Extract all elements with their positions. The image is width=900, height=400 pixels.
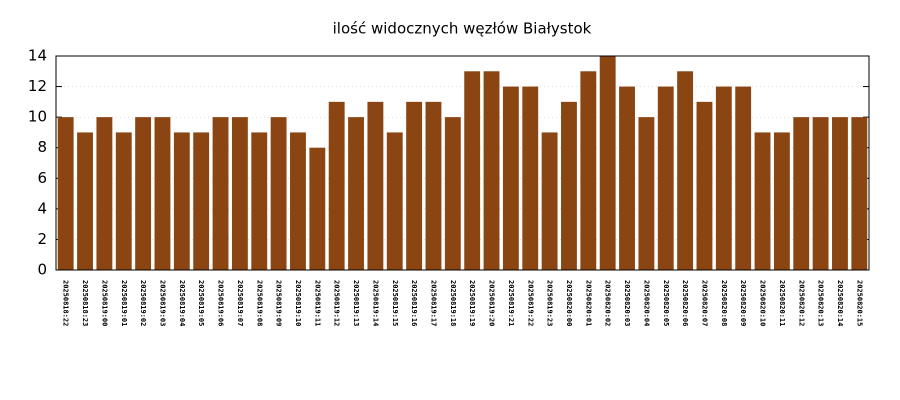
- bar: [599, 56, 616, 270]
- bar: [290, 132, 306, 270]
- bar: [773, 132, 790, 270]
- bar: [328, 101, 345, 270]
- x-tick-label: 20250819:05: [197, 280, 205, 326]
- y-tick-label: 12: [28, 77, 47, 95]
- y-tick-label: 14: [28, 47, 47, 65]
- bar: [251, 132, 268, 270]
- x-tick-label: 20250819:16: [410, 280, 418, 326]
- x-tick-label: 20250818:23: [81, 280, 89, 326]
- y-tick-label: 10: [28, 108, 47, 126]
- x-tick-label: 20250820:06: [681, 280, 689, 326]
- plot-border: [55, 55, 870, 271]
- bar: [425, 101, 442, 270]
- x-tick-label: 20250820:03: [623, 280, 631, 326]
- bar: [832, 117, 848, 271]
- x-tick-label: 20250820:14: [836, 280, 844, 326]
- bar: [135, 117, 152, 271]
- bar: [483, 71, 500, 271]
- bar: [193, 132, 210, 270]
- x-tick-label: 20250819:13: [352, 280, 360, 326]
- y-tick-label: 4: [37, 199, 47, 217]
- bar: [386, 132, 403, 270]
- bar: [580, 71, 597, 271]
- bar: [231, 117, 248, 271]
- bar: [715, 86, 732, 270]
- x-tick-label: 20250819:12: [333, 280, 341, 326]
- bar: [619, 86, 635, 270]
- x-tick-label: 20250819:03: [158, 280, 166, 326]
- bar: [212, 117, 229, 271]
- bar: [677, 71, 694, 271]
- bar: [173, 132, 190, 270]
- bar: [115, 132, 132, 270]
- x-tick-label: 20250820:15: [855, 280, 863, 326]
- x-tick-label: 20250820:11: [778, 280, 786, 326]
- bar: [464, 71, 481, 271]
- x-tick-label: 20250818:22: [62, 280, 70, 326]
- x-tick-label: 20250820:01: [584, 280, 592, 326]
- bar: [57, 117, 74, 271]
- x-tick-label: 20250819:20: [488, 280, 496, 326]
- bar: [348, 117, 364, 271]
- bar: [735, 86, 752, 270]
- x-tick-label: 20250819:01: [120, 280, 128, 326]
- bar: [541, 132, 558, 270]
- x-tick-label: 20250820:08: [720, 280, 728, 326]
- x-tick-label: 20250819:04: [178, 280, 186, 326]
- x-tick-label: 20250819:11: [313, 280, 321, 326]
- y-tick-label: 8: [37, 138, 47, 156]
- y-tick-label: 0: [37, 261, 47, 279]
- x-tick-label: 20250819:17: [429, 280, 437, 326]
- bar: [502, 86, 519, 270]
- bar: [638, 117, 655, 271]
- chart-title: ilość widocznych węzłów Białystok: [333, 20, 592, 38]
- y-tick-label: 6: [37, 169, 47, 187]
- x-tick-label: 20250820:07: [700, 280, 708, 326]
- x-tick-label: 20250819:02: [139, 280, 147, 326]
- bar: [793, 117, 810, 271]
- x-tick-label: 20250820:13: [817, 280, 825, 326]
- x-tick-label: 20250819:19: [468, 280, 476, 326]
- x-tick-label: 20250819:06: [217, 280, 225, 326]
- x-tick-label: 20250819:23: [546, 280, 554, 326]
- bar: [561, 101, 577, 270]
- bar: [96, 117, 113, 271]
- bar: [270, 117, 287, 271]
- bar: [812, 117, 829, 271]
- bar: [657, 86, 674, 270]
- bar: [406, 101, 423, 270]
- x-tick-label: 20250820:12: [797, 280, 805, 326]
- x-tick-label: 20250819:14: [371, 280, 379, 326]
- x-tick-label: 20250819:15: [391, 280, 399, 326]
- x-tick-label: 20250820:09: [739, 280, 747, 326]
- bar: [309, 147, 326, 270]
- x-tick-label: 20250819:00: [100, 280, 108, 326]
- x-tick-label: 20250820:05: [662, 280, 670, 326]
- bar: [154, 117, 171, 271]
- x-tick-label: 20250819:07: [236, 280, 244, 326]
- x-tick-label: 20250819:18: [449, 280, 457, 326]
- x-tick-label: 20250820:10: [759, 280, 767, 326]
- bar: [522, 86, 539, 270]
- x-tick-label: 20250820:00: [565, 280, 573, 326]
- bar: [77, 132, 93, 270]
- x-tick-label: 20250819:22: [526, 280, 534, 326]
- bar: [696, 101, 713, 270]
- x-tick-label: 20250819:08: [255, 280, 263, 326]
- bar: [754, 132, 771, 270]
- x-tick-label: 20250820:02: [604, 280, 612, 326]
- bar: [851, 117, 868, 271]
- x-tick-label: 20250819:21: [507, 280, 515, 326]
- bar: [444, 117, 461, 271]
- x-tick-label: 20250819:10: [294, 280, 302, 326]
- x-tick-label: 20250820:04: [642, 280, 650, 326]
- x-tick-label: 20250819:09: [275, 280, 283, 326]
- y-tick-label: 2: [37, 230, 47, 248]
- bar: [367, 101, 384, 270]
